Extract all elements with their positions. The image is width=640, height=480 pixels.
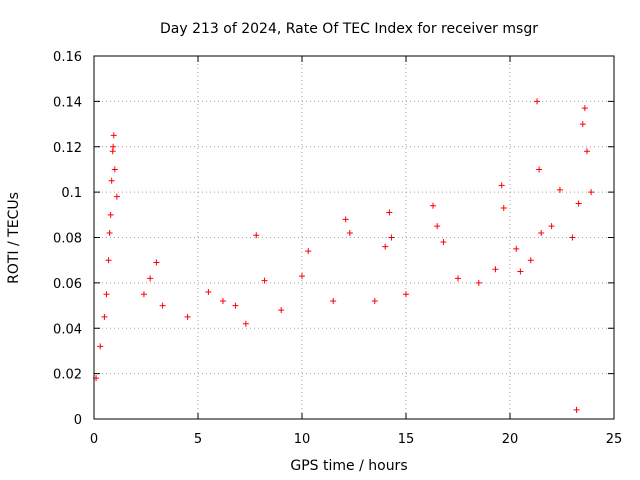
y-tick-label: 0.04 (53, 322, 82, 337)
data-point (253, 232, 260, 239)
y-tick-label: 0.06 (53, 277, 82, 292)
data-point (113, 193, 120, 200)
data-point (371, 298, 378, 305)
data-point (588, 189, 595, 196)
data-point (111, 166, 118, 173)
data-point (261, 277, 268, 284)
data-point (475, 279, 482, 286)
data-point (500, 205, 507, 212)
data-point (548, 223, 555, 230)
data-point (147, 275, 154, 282)
data-point (403, 291, 409, 298)
y-tick-label: 0.08 (53, 232, 82, 247)
data-point (101, 313, 108, 320)
x-axis-title: GPS time / hours (290, 458, 407, 474)
data-point (110, 143, 117, 150)
data-point (579, 121, 586, 128)
y-tick-label: 0 (74, 413, 82, 428)
data-point (232, 302, 239, 309)
data-point (430, 202, 437, 209)
grid-lines (94, 56, 614, 419)
data-point (219, 298, 226, 305)
data-point (159, 302, 166, 309)
data-point (527, 257, 534, 264)
y-tick-label: 0.16 (53, 50, 82, 65)
x-tick-label: 25 (606, 432, 623, 447)
data-point (103, 291, 110, 298)
x-tick-label: 0 (90, 432, 98, 447)
data-point (575, 200, 582, 207)
data-point (242, 320, 249, 327)
data-point (434, 223, 441, 230)
data-point (455, 275, 461, 282)
data-point (556, 186, 563, 193)
data-point (105, 257, 112, 264)
data-point (382, 243, 389, 250)
x-tick-label: 20 (502, 432, 519, 447)
data-point (534, 98, 541, 105)
y-tick-label: 0.02 (53, 368, 82, 383)
data-point (386, 209, 393, 216)
data-point (330, 298, 337, 305)
data-point (205, 288, 212, 295)
y-tick-label: 0.14 (53, 95, 82, 110)
data-point (107, 211, 114, 218)
data-point (498, 182, 505, 189)
y-axis-title: ROTI / TECUs (6, 192, 22, 284)
data-point (110, 132, 117, 139)
data-point (492, 266, 499, 273)
chart-title: Day 213 of 2024, Rate Of TEC Index for r… (160, 21, 538, 37)
data-point (153, 259, 160, 266)
data-point (106, 229, 113, 236)
data-point (388, 234, 395, 241)
data-point (278, 307, 285, 314)
data-points (93, 98, 595, 413)
data-point (513, 245, 520, 252)
data-point (569, 234, 576, 241)
y-tick-label: 0.1 (61, 186, 82, 201)
x-tick-label: 5 (194, 432, 202, 447)
data-point (305, 248, 312, 255)
x-tick-label: 15 (398, 432, 415, 447)
x-tick-label: 10 (294, 432, 311, 447)
data-point (573, 406, 580, 413)
data-point (97, 343, 104, 350)
data-point (299, 273, 305, 280)
data-point (440, 239, 447, 246)
data-point (342, 216, 349, 223)
data-point (108, 177, 115, 184)
data-point (536, 166, 543, 173)
data-point (517, 268, 524, 275)
data-point (583, 148, 590, 155)
data-point (140, 291, 147, 298)
data-point (538, 229, 545, 236)
data-point (346, 229, 353, 236)
data-point (184, 313, 191, 320)
data-point (581, 105, 588, 112)
axis-ticks: 0 5 10 15 20 25 0 0.02 0.04 0.06 0.08 0.1 0.12 0.14 0.… (53, 50, 622, 447)
y-tick-label: 0.12 (53, 141, 82, 156)
